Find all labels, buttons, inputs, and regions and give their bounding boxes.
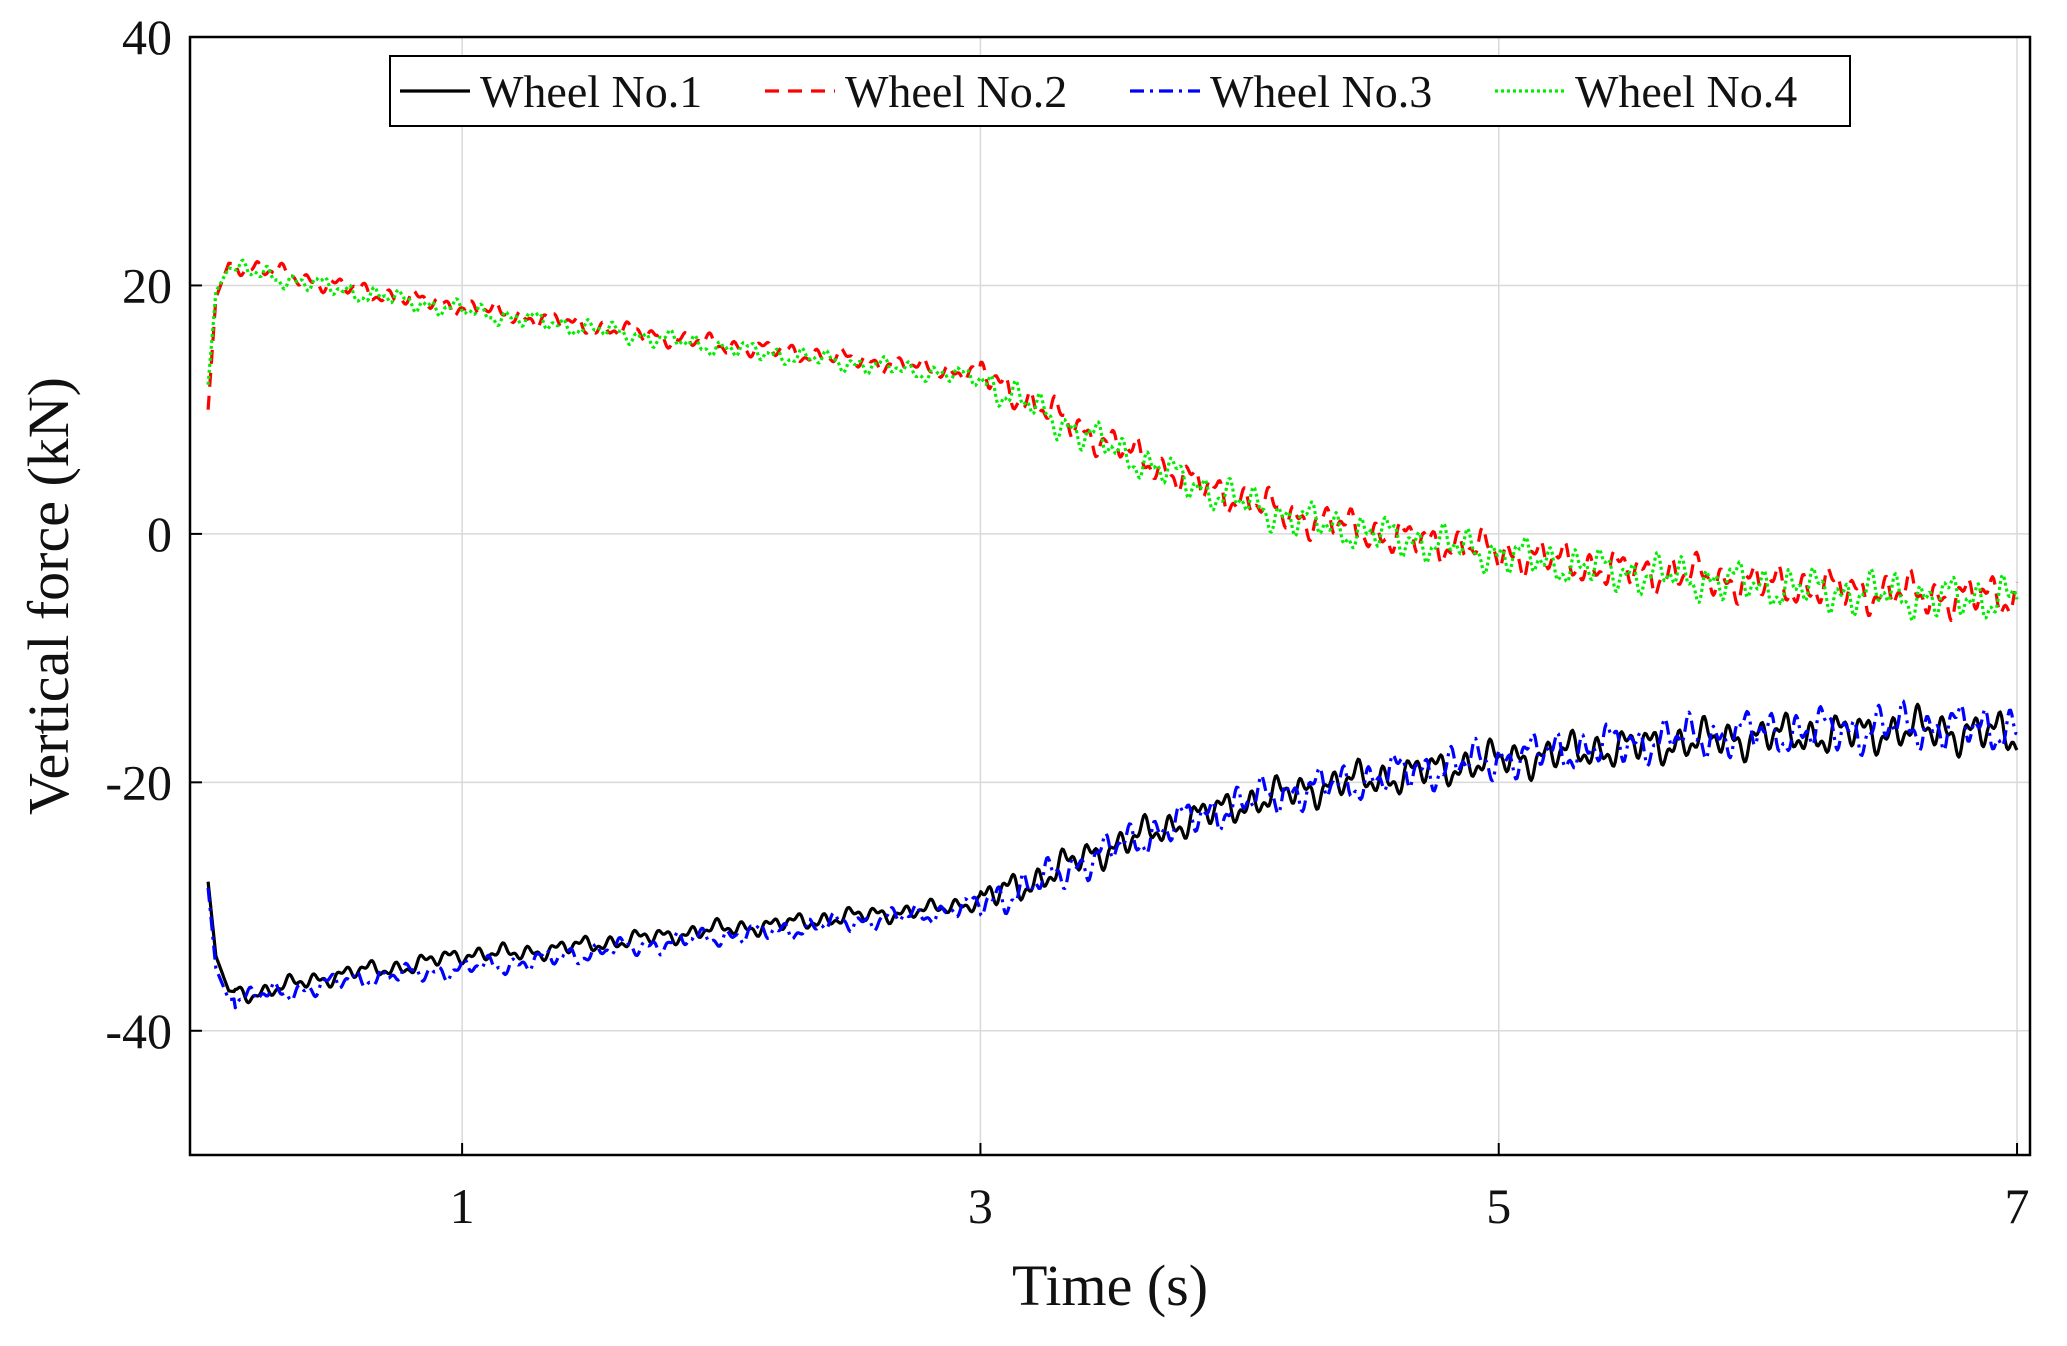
series-lines [206,258,2019,1010]
y-axis-title: Vertical force (kN) [16,377,81,815]
tick-labels: 1 3 5 7 40 20 0 -20 -40 [105,9,2029,1234]
series-line-wheel-1 [206,702,2019,1005]
x-tick-label: 7 [2005,1178,2030,1234]
x-tick-label: 5 [1486,1178,1511,1234]
legend-label-wheel-1: Wheel No.1 [480,66,702,117]
x-tick-label: 3 [968,1178,993,1234]
plot-frame [188,35,2032,1157]
y-tick-label: -40 [105,1003,172,1059]
y-tick-label: -20 [105,754,172,810]
x-tick-label: 1 [450,1178,475,1234]
x-axis-title: Time (s) [1012,1253,1208,1318]
legend-label-wheel-4: Wheel No.4 [1575,66,1797,117]
legend-label-wheel-3: Wheel No.3 [1210,66,1432,117]
legend-label-wheel-2: Wheel No.2 [845,66,1067,117]
y-tick-label: 40 [122,9,172,65]
series-line-wheel-2 [206,260,2019,623]
y-tick-label: 0 [147,506,172,562]
legend: Wheel No.1 Wheel No.2 Wheel No.3 Wheel No.4 [389,55,1851,127]
series-line-wheel-4 [206,258,2019,623]
legend-box [389,55,1851,127]
y-tick-label: 20 [122,257,172,313]
